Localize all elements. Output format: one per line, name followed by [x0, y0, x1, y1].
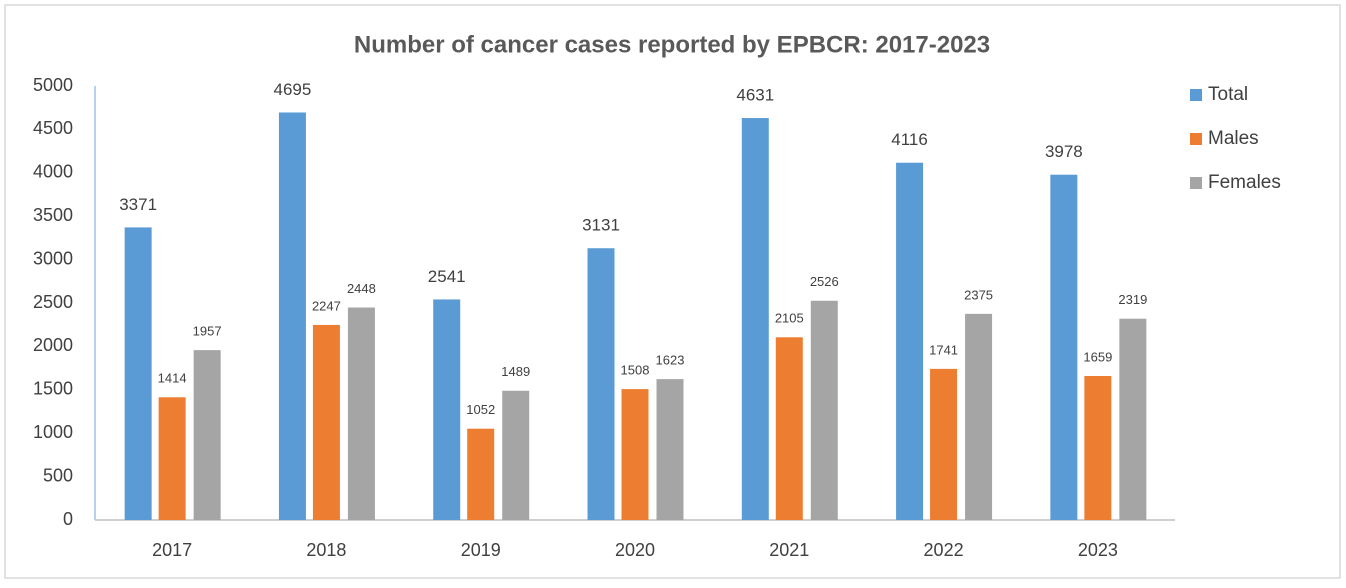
- data-label: 1741: [929, 342, 958, 357]
- y-tick-label: 2000: [33, 335, 73, 355]
- bar: [896, 162, 924, 520]
- data-label: 1957: [193, 324, 222, 339]
- x-tick-label: 2019: [461, 540, 501, 560]
- legend-swatch: [1190, 89, 1202, 101]
- y-tick-label: 3500: [33, 205, 73, 225]
- data-label: 1414: [158, 371, 187, 386]
- legend-swatch: [1190, 133, 1202, 145]
- bar: [467, 428, 495, 520]
- y-tick-label: 2500: [33, 292, 73, 312]
- bar: [278, 112, 306, 520]
- y-tick-label: 4000: [33, 162, 73, 182]
- chart-title: Number of cancer cases reported by EPBCR…: [354, 31, 990, 58]
- bar: [433, 299, 461, 520]
- bar: [965, 313, 993, 520]
- y-tick-label: 0: [63, 509, 73, 529]
- y-tick-label: 500: [43, 465, 73, 485]
- bar: [347, 307, 375, 520]
- bar: [621, 389, 649, 520]
- y-tick-label: 1500: [33, 379, 73, 399]
- bar: [810, 300, 838, 520]
- x-tick-label: 2018: [306, 540, 346, 560]
- data-label: 3371: [119, 195, 157, 214]
- data-label: 2375: [964, 287, 993, 302]
- bar: [1050, 174, 1078, 520]
- data-label: 2105: [775, 311, 804, 326]
- bar: [158, 397, 186, 520]
- bar: [124, 227, 152, 520]
- x-tick-label: 2023: [1078, 540, 1118, 560]
- y-tick-label: 4500: [33, 118, 73, 138]
- x-tick-label: 2022: [924, 540, 964, 560]
- y-tick-label: 3000: [33, 248, 73, 268]
- legend-label: Total: [1208, 84, 1248, 105]
- bar: [741, 118, 769, 520]
- data-label: 1659: [1083, 349, 1112, 364]
- bar: [1084, 375, 1112, 520]
- data-label: 4695: [274, 80, 312, 99]
- data-label: 4116: [891, 130, 928, 149]
- legend-label: Females: [1208, 172, 1281, 193]
- y-tick-label: 5000: [33, 75, 73, 95]
- bar: [930, 368, 958, 520]
- data-label: 3978: [1045, 142, 1083, 161]
- x-tick-label: 2020: [615, 540, 655, 560]
- bar: [312, 324, 340, 520]
- data-label: 2319: [1118, 292, 1147, 307]
- data-label: 2247: [312, 298, 341, 313]
- bar: [656, 379, 684, 520]
- data-label: 2541: [428, 267, 466, 286]
- y-tick-label: 1000: [33, 422, 73, 442]
- x-tick-label: 2017: [152, 540, 192, 560]
- data-label: 4631: [736, 86, 774, 105]
- data-label: 1489: [501, 364, 530, 379]
- bar: [1119, 318, 1147, 520]
- legend-label: Males: [1208, 128, 1259, 149]
- bar: [193, 350, 221, 520]
- bar: [587, 248, 615, 521]
- data-label: 1623: [656, 353, 685, 368]
- data-label: 2526: [810, 274, 839, 289]
- data-label: 1508: [621, 363, 650, 378]
- data-label: 2448: [347, 281, 376, 296]
- bar: [502, 390, 530, 520]
- bar: [775, 337, 803, 520]
- x-tick-label: 2021: [769, 540, 809, 560]
- legend-swatch: [1190, 177, 1202, 189]
- data-label: 1052: [466, 402, 495, 417]
- data-label: 3131: [582, 216, 620, 235]
